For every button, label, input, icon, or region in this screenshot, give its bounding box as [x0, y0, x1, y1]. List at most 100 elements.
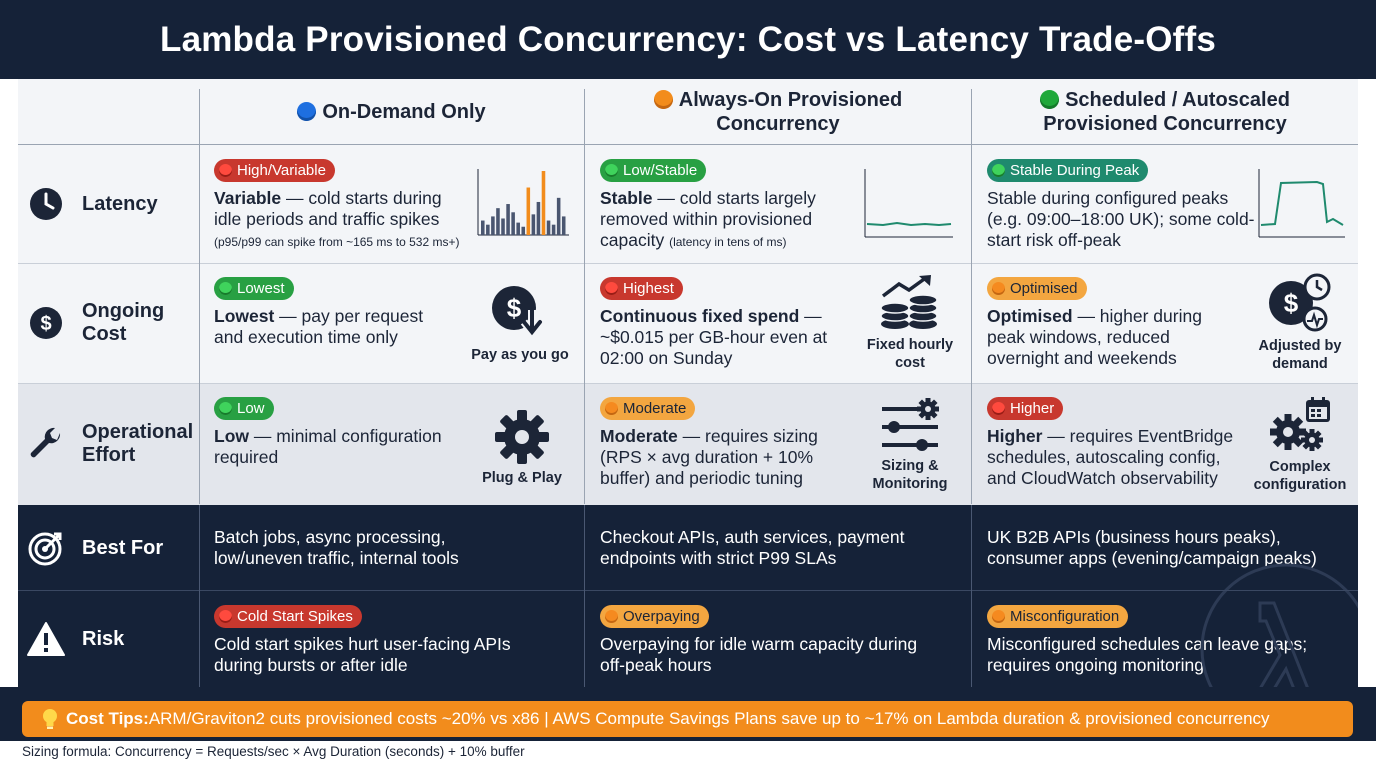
badge-label: Cold Start Spikes	[237, 608, 353, 625]
clock-icon	[26, 184, 66, 224]
desc-text: — pay per request and execution time onl…	[214, 306, 424, 347]
badge-label: Highest	[623, 280, 674, 297]
cell-description: Optimised — higher during peak windows, …	[987, 306, 1232, 369]
cell-description: Stable during configured peaks (e.g. 09:…	[987, 188, 1255, 250]
badge-label: Higher	[1010, 400, 1055, 417]
status-badge: Lowest	[214, 277, 294, 300]
green-dot-icon	[1040, 90, 1060, 109]
adjusted-by-demand-box: $ Adjusted by demand	[1244, 273, 1356, 373]
icon-caption: Fixed hourly cost	[866, 337, 954, 371]
desc-text: — cold starts during idle periods and tr…	[214, 188, 442, 229]
cell-description: Low — minimal configuration required	[214, 426, 454, 468]
divider	[18, 590, 1358, 591]
row-label-best-for: Best For	[18, 505, 198, 591]
status-badge: Low/Stable	[600, 159, 707, 182]
lambda-watermark-icon	[1200, 563, 1358, 687]
spark-bar	[541, 171, 546, 235]
row-label-latency: Latency	[18, 145, 198, 263]
badge-label: High/Variable	[237, 162, 326, 179]
sizing-formula-footer: Sizing formula: Concurrency = Requests/s…	[22, 744, 525, 759]
cost-tips-label: Cost Tips:	[66, 709, 149, 728]
column-header-always-on: Always-On Provisioned Concurrency	[585, 79, 971, 145]
sliders-gear-icon	[882, 398, 939, 451]
cost-tips-text: ARM/Graviton2 cuts provisioned costs ~20…	[148, 709, 1270, 728]
divider	[18, 263, 1358, 264]
badge-label: Stable During Peak	[1010, 162, 1140, 179]
cell-effort-on-demand: Low Low — minimal configuration required…	[199, 383, 584, 505]
status-badge: Highest	[600, 277, 683, 300]
desc-bold: Low	[214, 426, 249, 446]
cost-tips-banner: Cost Tips: ARM/Graviton2 cuts provisione…	[22, 701, 1353, 737]
icon-caption: Sizing & Monitoring	[872, 458, 948, 492]
cell-latency-scheduled: Stable During Peak Stable during configu…	[972, 145, 1358, 263]
cell-description: Continuous fixed spend — ~$0.015 per GB-…	[600, 306, 840, 369]
desc-bold: Higher	[987, 426, 1043, 446]
red-dot-icon	[219, 610, 232, 623]
status-badge: Cold Start Spikes	[214, 605, 362, 628]
desc-text: — higher during peak windows, reduced ov…	[987, 306, 1202, 368]
column-header-on-demand: On-Demand Only	[199, 79, 584, 145]
orange-dot-icon	[605, 402, 618, 415]
cell-description: Higher — requires EventBridge schedules,…	[987, 426, 1247, 489]
orange-dot-icon	[605, 610, 618, 623]
column-header-scheduled: Scheduled / Autoscaled Provisioned Concur…	[972, 79, 1358, 145]
spark-bar	[536, 201, 541, 235]
badge-label: Lowest	[237, 280, 285, 297]
spark-bar	[551, 224, 556, 235]
badge-label: Low	[237, 400, 265, 417]
row-label-text: Best For	[82, 536, 164, 559]
red-dot-icon	[992, 402, 1005, 415]
cell-description: Overpaying for idle warm capacity during…	[600, 634, 918, 675]
spark-bar	[531, 214, 536, 235]
status-badge: Moderate	[600, 397, 696, 420]
cell-risk-on-demand: Cold Start Spikes Cold start spikes hurt…	[199, 591, 584, 687]
divider	[971, 505, 972, 687]
orange-dot-icon	[992, 282, 1005, 295]
warning-icon	[26, 619, 66, 659]
row-operational-effort: Operational Effort Low Low — minimal conf…	[18, 383, 1358, 505]
pay-as-you-go-box: $ Pay as you go	[461, 281, 579, 367]
spark-bar	[511, 212, 515, 235]
cell-description: Stable — cold starts largely removed wit…	[600, 188, 845, 253]
cell-cost-always-on: Highest Continuous fixed spend — ~$0.015…	[585, 263, 971, 383]
green-dot-icon	[219, 402, 232, 415]
divider	[971, 89, 972, 504]
divider	[18, 144, 1358, 145]
icon-caption: Plug & Play	[482, 470, 562, 486]
badge-label: Moderate	[623, 400, 687, 417]
column-header-label: Scheduled / Autoscaled	[1065, 89, 1290, 111]
spark-bar	[481, 220, 485, 235]
cell-cost-on-demand: Lowest Lowest — pay per request and exec…	[199, 263, 584, 383]
column-header-label: On-Demand Only	[322, 101, 486, 123]
header-row	[18, 79, 1358, 145]
cell-effort-always-on: Moderate Moderate — requires sizing (RPS…	[585, 383, 971, 505]
peak-window-line-icon	[1258, 169, 1345, 238]
dollar-icon: $	[26, 303, 66, 343]
status-badge: Overpaying	[600, 605, 709, 628]
column-header-label: Concurrency	[716, 113, 840, 135]
fixed-hourly-cost-box: Fixed hourly cost	[855, 273, 965, 373]
blue-dot-icon	[297, 102, 317, 121]
cell-description: Variable — cold starts during idle perio…	[214, 188, 464, 230]
divider	[18, 383, 1358, 384]
cell-cost-scheduled: Optimised Optimised — higher during peak…	[972, 263, 1358, 383]
desc-bold: Lowest	[214, 306, 275, 326]
cell-description: UK B2B APIs (business hours peaks), cons…	[987, 527, 1317, 568]
green-dot-icon	[605, 164, 618, 177]
gear-icon	[495, 410, 549, 464]
title-bar: Lambda Provisioned Concurrency: Cost vs …	[0, 0, 1376, 79]
cell-description: Batch jobs, async processing, low/uneven…	[214, 527, 459, 568]
wrench-icon	[26, 424, 66, 464]
svg-text:$: $	[40, 313, 51, 335]
spark-bar	[491, 216, 495, 235]
cell-description: Moderate — requires sizing (RPS × avg du…	[600, 426, 840, 489]
spark-bar	[561, 216, 566, 235]
cell-description: Lowest — pay per request and execution t…	[214, 306, 454, 348]
lightbulb-icon	[43, 709, 57, 729]
coins-up-trend-icon	[880, 275, 938, 329]
row-label-text: Operational Effort	[82, 421, 194, 466]
divider	[584, 505, 585, 687]
desc-bold: Optimised	[987, 306, 1073, 326]
latency-spike-bar-icon	[477, 169, 569, 236]
column-header-label: Provisioned Concurrency	[1043, 113, 1287, 135]
